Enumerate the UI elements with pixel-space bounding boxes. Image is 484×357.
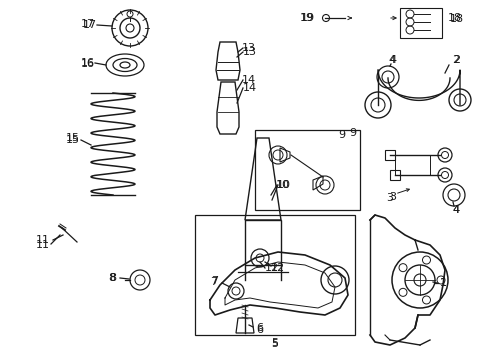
Text: 8: 8 — [109, 273, 116, 283]
Text: 11: 11 — [36, 240, 50, 250]
Text: 4: 4 — [389, 55, 396, 65]
Text: 1: 1 — [439, 278, 446, 288]
Text: 5: 5 — [271, 339, 278, 349]
Text: 2: 2 — [453, 55, 460, 65]
Bar — [384, 150, 394, 160]
Text: 8: 8 — [108, 273, 115, 283]
Text: 13: 13 — [242, 43, 256, 53]
Text: 17: 17 — [83, 20, 97, 30]
Bar — [195, 215, 354, 335]
Text: 7: 7 — [210, 277, 217, 287]
Text: 4: 4 — [452, 205, 459, 215]
Text: 19: 19 — [299, 13, 314, 23]
Bar — [389, 170, 399, 180]
Bar — [399, 8, 441, 38]
Text: 18: 18 — [449, 14, 463, 24]
Text: 6: 6 — [256, 325, 263, 335]
Text: 7: 7 — [211, 276, 218, 286]
Bar — [394, 155, 429, 175]
Text: 3: 3 — [389, 192, 396, 202]
Text: 10: 10 — [276, 180, 290, 190]
Text: 15: 15 — [66, 135, 80, 145]
Text: 14: 14 — [242, 83, 257, 93]
Text: 11: 11 — [36, 235, 50, 245]
Text: 9: 9 — [348, 128, 356, 138]
Text: 12: 12 — [271, 263, 285, 273]
Text: 5: 5 — [271, 338, 278, 348]
Text: 17: 17 — [81, 19, 95, 29]
Text: 16: 16 — [81, 59, 95, 69]
Text: 13: 13 — [242, 47, 257, 57]
Text: 1: 1 — [439, 278, 446, 288]
Text: 2: 2 — [452, 55, 459, 65]
Text: 10: 10 — [275, 180, 289, 190]
Text: 4: 4 — [452, 205, 459, 215]
Text: 15: 15 — [66, 133, 80, 143]
Text: 9: 9 — [338, 130, 345, 140]
Bar — [255, 130, 359, 210]
Text: 6: 6 — [256, 323, 263, 333]
Text: 4: 4 — [388, 55, 395, 65]
Text: 12: 12 — [264, 263, 278, 273]
Text: 18: 18 — [447, 13, 461, 23]
Text: 14: 14 — [242, 75, 256, 85]
Text: 16: 16 — [81, 58, 95, 68]
Text: 19: 19 — [300, 13, 315, 23]
Text: 3: 3 — [386, 193, 393, 203]
